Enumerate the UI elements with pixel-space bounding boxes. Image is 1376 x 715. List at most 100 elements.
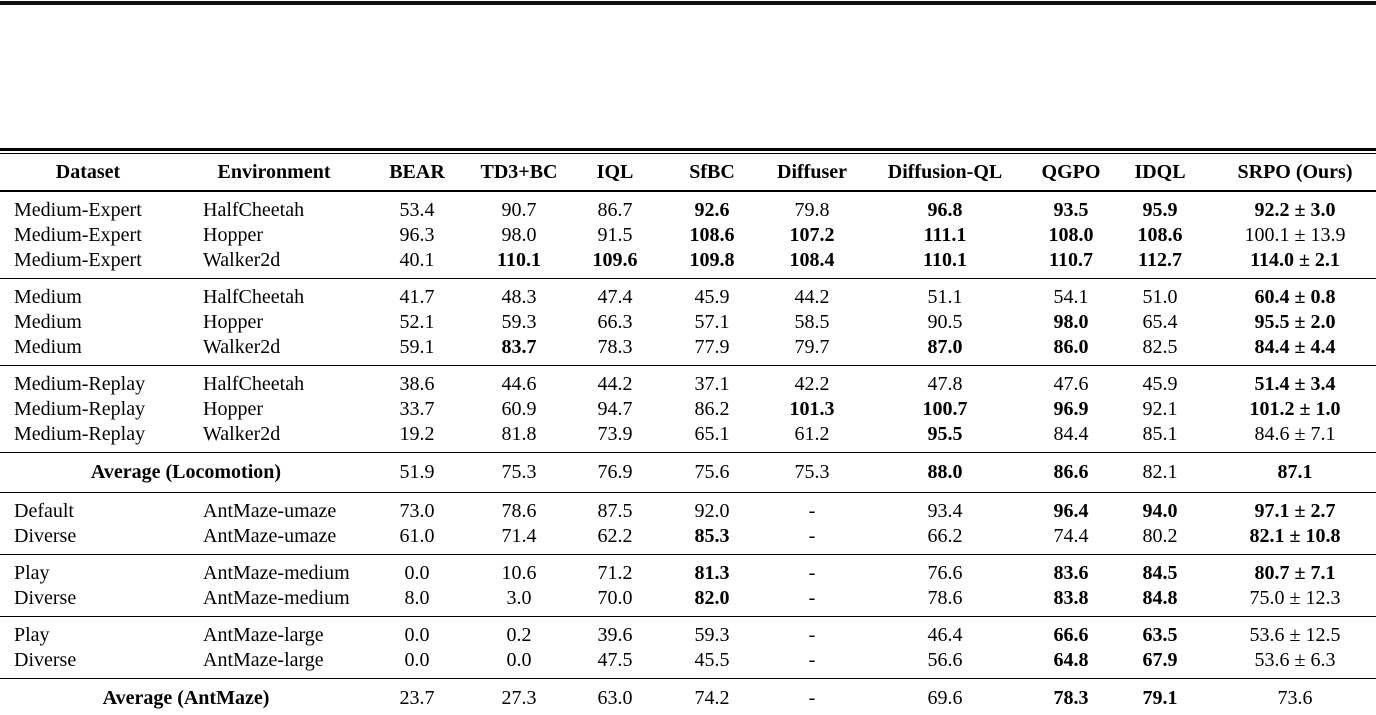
value-cell: 83.8 [1053,587,1089,609]
average-value-cell: 76.9 [597,461,633,483]
average-value-cell: 69.6 [927,687,963,709]
dataset-cell: Play [14,624,50,646]
average-value-cell: - [808,687,816,709]
value-cell: 60.9 [501,398,537,420]
value-cell: 44.6 [501,373,537,395]
value-cell: 108.6 [689,224,735,246]
table-row: Medium-Expert HalfCheetah 53.4 90.7 86.7 92.6… [0,191,1376,223]
value-cell: 100.1 ± 13.9 [1244,224,1346,246]
table-row: Medium-Expert Hopper 96.3 98.0 91.5 108.6 107.… [0,223,1376,248]
value-cell: 80.2 [1142,525,1178,547]
section-4: Default AntMaze-umaze 73.0 78.6 87.5 92.0 - 93.… [0,492,1376,555]
dataset-cell: Play [14,562,50,584]
average-value-cell: 75.3 [794,461,830,483]
value-cell: 85.3 [694,525,730,547]
value-cell: 94.7 [597,398,633,420]
average-value-cell: 75.6 [694,461,730,483]
value-cell: 82.5 [1142,336,1178,358]
value-cell: 86.2 [694,398,730,420]
value-cell: 81.3 [694,562,730,584]
average-value-cell: 79.1 [1142,687,1178,709]
value-cell: 67.9 [1142,649,1178,671]
value-cell: 45.5 [694,649,730,671]
environment-cell: Hopper [203,224,263,246]
environment-cell: Walker2d [203,423,281,445]
header-row: Dataset Environment BEAR TD3+BC IQL SfBC Diffu… [0,154,1376,192]
dataset-cell: Medium-Replay [14,398,146,420]
dataset-cell: Default [14,500,74,522]
value-cell: 75.0 ± 12.3 [1249,587,1341,609]
value-cell: 84.4 ± 4.4 [1254,336,1336,358]
value-cell: 44.2 [794,286,830,308]
environment-cell: AntMaze-medium [203,587,350,609]
results-table-inner: Dataset Environment BEAR TD3+BC IQL SfBC Diffu… [0,153,1376,715]
column-header-srpo-ours: SRPO (Ours) [1214,154,1376,192]
value-cell: 82.1 ± 10.8 [1249,525,1341,547]
table-row: Medium-Expert Walker2d 40.1 110.1 109.6 109.8… [0,248,1376,279]
value-cell: 0.0 [404,624,430,646]
value-cell: 92.2 ± 3.0 [1254,199,1336,221]
average-value-cell: 88.0 [927,461,963,483]
value-cell: 65.1 [694,423,730,445]
environment-cell: Hopper [203,398,263,420]
value-cell: 84.4 [1053,423,1089,445]
table-row: Default AntMaze-umaze 73.0 78.6 87.5 92.0 - 93.… [0,493,1376,525]
value-cell: 47.4 [597,286,633,308]
value-cell: 59.3 [694,624,730,646]
value-cell: 52.1 [399,311,435,333]
column-header-iql: IQL [576,154,654,192]
value-cell: 82.0 [694,587,730,609]
column-header-environment: Environment [176,154,372,192]
value-cell: 0.2 [506,624,532,646]
value-cell: 84.8 [1142,587,1178,609]
value-cell: 96.4 [1053,500,1089,522]
section-0: Medium-Expert HalfCheetah 53.4 90.7 86.7 92.6… [0,191,1376,279]
average-value-cell: 75.3 [501,461,537,483]
average-value-cell: 78.3 [1053,687,1089,709]
value-cell: 111.1 [923,224,967,246]
value-cell: - [808,525,816,547]
column-header-dataset: Dataset [0,154,176,192]
value-cell: 108.6 [1137,224,1183,246]
value-cell: 83.6 [1053,562,1089,584]
section-5: Play AntMaze-medium 0.0 10.6 71.2 81.3 - 76.6 83… [0,554,1376,617]
table-row: Diverse AntMaze-medium 8.0 3.0 70.0 82.0 - 78.6… [0,586,1376,617]
value-cell: 83.7 [501,336,537,358]
table-row: Medium HalfCheetah 41.7 48.3 47.4 45.9 44.2 51.… [0,279,1376,311]
average-value-cell: 63.0 [597,687,633,709]
section-1: Medium HalfCheetah 41.7 48.3 47.4 45.9 44.2 51.… [0,278,1376,366]
results-table-wrap: Dataset Environment BEAR TD3+BC IQL SfBC Diffu… [0,148,1376,715]
average-label: Average (AntMaze) [102,687,270,709]
environment-cell: HalfCheetah [203,286,305,308]
dataset-cell: Medium-Replay [14,423,146,445]
value-cell: 97.1 ± 2.7 [1254,500,1336,522]
value-cell: 79.7 [794,336,830,358]
table-row: Medium Walker2d 59.1 83.7 78.3 77.9 79.7 87.0 86… [0,335,1376,366]
value-cell: - [808,587,816,609]
value-cell: 109.6 [592,249,638,271]
value-cell: 86.0 [1053,336,1089,358]
value-cell: 53.6 ± 12.5 [1249,624,1341,646]
value-cell: 61.2 [794,423,830,445]
value-cell: 59.1 [399,336,435,358]
table-row: Medium-Replay HalfCheetah 38.6 44.6 44.2 37.1… [0,366,1376,398]
value-cell: 47.6 [1053,373,1089,395]
average-section-7: Average (AntMaze) 23.7 27.3 63.0 74.2 - 69.6 78… [0,678,1376,715]
section-6: Play AntMaze-large 0.0 0.2 39.6 59.3 - 46.4 66.6… [0,616,1376,679]
value-cell: 45.9 [1142,373,1178,395]
value-cell: 38.6 [399,373,435,395]
value-cell: 71.4 [501,525,537,547]
value-cell: 92.6 [694,199,730,221]
value-cell: 108.4 [789,249,835,271]
value-cell: 98.0 [1053,311,1089,333]
value-cell: 94.0 [1142,500,1178,522]
value-cell: 59.3 [501,311,537,333]
value-cell: 73.9 [597,423,633,445]
value-cell: 53.6 ± 6.3 [1254,649,1336,671]
value-cell: 85.1 [1142,423,1178,445]
dataset-cell: Medium-Expert [14,224,142,246]
environment-cell: AntMaze-umaze [203,500,337,522]
value-cell: 79.8 [794,199,830,221]
column-header-qgpo: QGPO [1036,154,1106,192]
value-cell: 19.2 [399,423,435,445]
